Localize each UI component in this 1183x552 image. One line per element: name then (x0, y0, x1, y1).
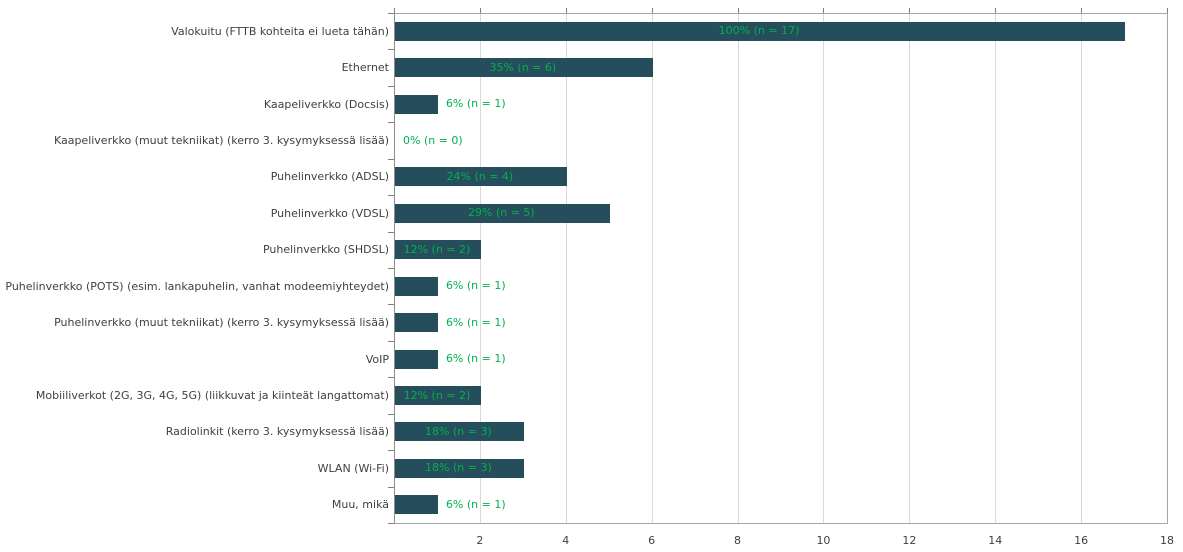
x-axis-tick-label: 6 (648, 534, 656, 547)
category-label: Puhelinverkko (SHDSL) (262, 243, 389, 257)
category-axis-tick (388, 450, 394, 452)
gridline (479, 14, 481, 523)
category-label: Kaapeliverkko (muut tekniikat) (kerro 3.… (53, 134, 389, 147)
bar (395, 58, 653, 78)
value-label: 24% (n = 4) (446, 169, 514, 183)
x-axis-tick-label: 4 (562, 534, 570, 547)
category-axis-tick (388, 231, 394, 233)
x-axis-tick-label: 12 (902, 534, 917, 547)
plot-area (394, 13, 1168, 524)
gridline (1081, 14, 1083, 523)
value-label: 18% (n = 3) (425, 424, 492, 438)
value-label: 6% (n = 1) (445, 497, 506, 511)
gridline (823, 14, 825, 523)
gridline (737, 14, 739, 523)
value-axis-tick (995, 8, 997, 13)
bar (395, 94, 438, 114)
value-label: 0% (n = 0) (403, 133, 463, 147)
gridline (909, 14, 911, 523)
value-axis-tick (1167, 8, 1168, 13)
category-label: VoIP (365, 352, 389, 366)
value-axis-tick (1081, 8, 1083, 13)
value-label: 6% (n = 1) (445, 279, 506, 293)
x-axis-tick-label: 16 (1074, 534, 1089, 547)
category-label: Puhelinverkko (ADSL) (270, 170, 389, 184)
category-axis-tick (388, 377, 394, 379)
category-axis-tick (388, 158, 394, 160)
value-label: 6% (n = 1) (445, 352, 506, 366)
category-axis-tick (388, 195, 394, 197)
value-label: 100% (n = 17) (718, 24, 800, 38)
category-label: Valokuitu (FTTB kohteita ei lueta tähän) (171, 24, 389, 38)
category-label: Kaapeliverkko (Docsis) (263, 97, 389, 111)
x-axis-tick-label: 2 (476, 534, 484, 547)
category-axis-tick (388, 340, 394, 342)
gridline (995, 14, 997, 523)
category-label: Mobiiliverkot (2G, 3G, 4G, 5G) (liikkuva… (35, 389, 389, 402)
bar (395, 313, 438, 333)
value-axis-tick (394, 8, 395, 13)
value-axis-tick (651, 8, 653, 13)
category-label: Muu, mikä (331, 498, 389, 512)
category-label: Radiolinkit (kerro 3. kysymyksessä lisää… (165, 425, 389, 439)
bar (395, 495, 438, 515)
x-axis-tick-label: 14 (988, 534, 1003, 547)
bar (395, 203, 610, 223)
x-axis-tick-label: 18 (1160, 534, 1174, 547)
gridline (651, 14, 653, 523)
bar (395, 167, 567, 187)
value-label: 12% (n = 2) (403, 242, 471, 256)
category-axis-tick (388, 13, 394, 14)
category-label: Ethernet (341, 61, 389, 75)
value-axis-tick (565, 8, 567, 13)
value-label: 6% (n = 1) (445, 315, 506, 329)
category-axis-tick (388, 486, 394, 488)
category-axis-tick (388, 523, 394, 524)
value-label: 29% (n = 5) (468, 206, 535, 220)
value-label: 6% (n = 1) (445, 97, 506, 111)
category-label: WLAN (Wi-Fi) (317, 461, 389, 475)
value-label: 18% (n = 3) (425, 461, 492, 475)
bar (395, 276, 438, 296)
bar (395, 458, 524, 478)
category-axis-tick (388, 304, 394, 306)
value-label: 12% (n = 2) (403, 388, 471, 402)
bar (395, 422, 524, 442)
category-axis-tick (388, 413, 394, 415)
bar (395, 21, 1126, 41)
category-axis-tick (388, 85, 394, 87)
value-axis-tick (479, 8, 481, 13)
bar (395, 386, 481, 405)
category-axis-tick (388, 49, 394, 51)
category-label: Puhelinverkko (muut tekniikat) (kerro 3.… (54, 316, 389, 330)
value-label: 35% (n = 6) (489, 60, 557, 74)
x-axis-tick-label: 10 (816, 534, 831, 547)
bar (395, 349, 438, 369)
gridline (565, 14, 567, 523)
bar (395, 240, 481, 260)
category-label: Puhelinverkko (VDSL) (270, 206, 389, 220)
x-axis-tick-label: 8 (734, 534, 742, 547)
value-axis-tick (909, 8, 911, 13)
value-axis-tick (737, 8, 739, 13)
category-axis-tick (388, 268, 394, 269)
value-axis-tick (823, 8, 825, 13)
category-label: Puhelinverkko (POTS) (esim. lankapuhelin… (5, 279, 389, 293)
category-axis-tick (388, 122, 394, 124)
